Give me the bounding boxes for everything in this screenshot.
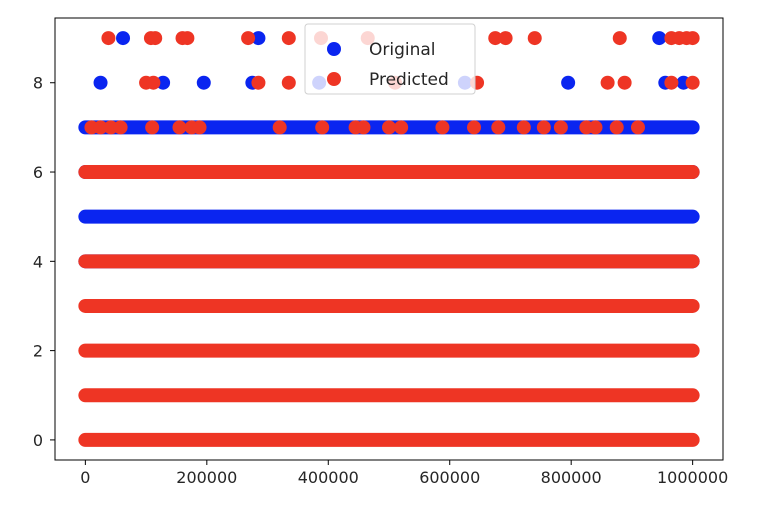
predicted-point (630, 120, 645, 135)
predicted-point (315, 120, 330, 135)
original-point (196, 75, 211, 90)
original-point (251, 31, 266, 46)
predicted-point (356, 120, 371, 135)
predicted-point (435, 120, 450, 135)
original-point (652, 31, 667, 46)
predicted-point (251, 75, 266, 90)
x-tick-label: 400000 (298, 468, 359, 487)
predicted-point (488, 31, 503, 46)
y-tick-label: 8 (33, 74, 43, 93)
predicted-point (600, 75, 615, 90)
predicted-point (180, 31, 195, 46)
predicted-point (617, 75, 632, 90)
original-point (561, 75, 576, 90)
predicted-point (498, 31, 513, 46)
original-legend-marker (327, 42, 341, 56)
predicted-legend-marker (327, 72, 341, 86)
plot-area-frame (54, 17, 724, 461)
predicted-point (491, 120, 506, 135)
x-tick-label: 200000 (176, 468, 237, 487)
original-legend-label: Original (369, 40, 436, 60)
y-tick-label: 0 (33, 431, 43, 450)
predicted-point (382, 120, 396, 135)
predicted-point (146, 75, 161, 90)
predicted-point (101, 31, 116, 46)
predicted-point (103, 120, 118, 135)
x-tick-label: 600000 (419, 468, 480, 487)
predicted-point (685, 31, 700, 46)
predicted-point (536, 120, 551, 135)
y-tick-label: 6 (33, 163, 43, 182)
predicted-point (394, 120, 409, 135)
predicted-point (93, 120, 108, 135)
predicted-point (281, 75, 296, 90)
x-axis: 0 200000 400000 600000 800000 1000000 (80, 460, 728, 487)
predicted-point (609, 120, 624, 135)
predicted-point (553, 120, 568, 135)
original-point (156, 75, 171, 90)
x-tick-label: 800000 (541, 468, 602, 487)
y-tick-label: 2 (33, 342, 43, 361)
y-axis: 0 2 4 6 8 (33, 74, 55, 450)
predicted-point (588, 120, 603, 135)
original-point (93, 75, 108, 90)
original-point (116, 31, 131, 46)
predicted-point (113, 120, 128, 135)
legend-box (304, 23, 476, 95)
predicted-point (272, 120, 287, 135)
predicted-point (467, 120, 482, 135)
y-tick-label: 4 (33, 252, 43, 271)
series-bands (78, 120, 700, 447)
predicted-point (145, 120, 160, 135)
predicted-point (516, 120, 531, 135)
predicted-point (241, 31, 256, 46)
predicted-point (664, 75, 679, 90)
predicted-point (685, 75, 700, 90)
legend: Original Predicted (304, 23, 476, 95)
series-points (84, 31, 700, 135)
predicted-point (172, 120, 187, 135)
x-tick-label: 1000000 (657, 468, 728, 487)
predicted-point (612, 31, 627, 46)
x-tick-label: 0 (80, 468, 90, 487)
predicted-legend-label: Predicted (369, 70, 449, 90)
predicted-point (281, 31, 296, 46)
predicted-point (148, 31, 163, 46)
predicted-point (192, 120, 207, 135)
predicted-point (527, 31, 542, 46)
